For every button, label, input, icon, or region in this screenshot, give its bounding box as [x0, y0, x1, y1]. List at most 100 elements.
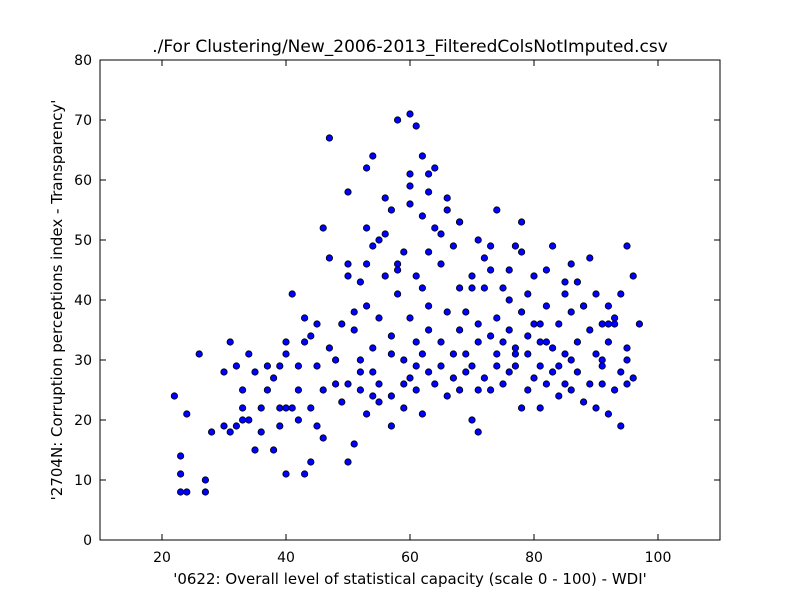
scatter-point: [356, 386, 364, 394]
scatter-point: [412, 386, 420, 394]
y-axis-ticks: 0 10 20 30 40 50 60 70 80: [74, 53, 720, 549]
scatter-point: [369, 392, 377, 400]
scatter-point: [424, 248, 433, 256]
scatter-point: [232, 422, 240, 430]
scatter-point: [387, 392, 395, 400]
scatter-point: [393, 116, 402, 124]
scatter-point: [493, 314, 501, 322]
scatter-point: [524, 386, 532, 394]
x-tick-label: 80: [525, 550, 543, 566]
scatter-point: [269, 374, 278, 382]
scatter-point: [542, 266, 551, 274]
scatter-point: [517, 308, 526, 316]
scatter-point: [505, 326, 513, 334]
scatter-point: [610, 320, 619, 328]
scatter-point: [610, 314, 619, 322]
plot-frame: [99, 59, 721, 541]
scatter-point: [468, 416, 476, 424]
scatter-point: [251, 368, 259, 376]
scatter-point: [455, 326, 464, 334]
scatter-point: [319, 434, 327, 442]
scatter-point: [555, 362, 563, 370]
scatter-point: [517, 218, 526, 226]
scatter-point: [524, 350, 532, 358]
scatter-point: [313, 362, 321, 370]
x-axis-ticks: 20 40 60 80 100: [153, 60, 671, 566]
scatter-point: [437, 230, 445, 238]
scatter-point: [610, 386, 619, 394]
y-tick-label: 70: [74, 113, 92, 129]
scatter-point: [393, 266, 402, 274]
scatter-point: [406, 200, 414, 208]
scatter-point: [468, 284, 476, 292]
scatter-point: [511, 362, 520, 370]
scatter-point: [263, 362, 271, 370]
scatter-point: [474, 236, 482, 244]
scatter-point: [604, 338, 613, 346]
scatter-point: [362, 302, 371, 310]
scatter-point: [313, 320, 321, 328]
scatter-point: [486, 386, 495, 394]
scatter-point: [356, 368, 364, 376]
scatter-point: [474, 386, 482, 394]
scatter-point: [338, 320, 346, 328]
scatter-point: [573, 368, 582, 376]
scatter-point: [623, 344, 631, 352]
scatter-point: [418, 350, 426, 358]
scatter-point: [226, 338, 234, 346]
scatter-point: [443, 308, 451, 316]
scatter-point: [604, 302, 613, 310]
scatter-point: [387, 350, 395, 358]
scatter-point: [300, 338, 309, 346]
scatter-point: [542, 380, 551, 388]
scatter-point: [424, 368, 433, 376]
scatter-point: [257, 428, 265, 436]
scatter-point: [183, 410, 191, 418]
scatter-point: [474, 428, 482, 436]
scatter-point: [623, 242, 631, 250]
scatter-point: [325, 134, 333, 142]
scatter-point: [362, 410, 371, 418]
scatter-point: [387, 422, 395, 430]
scatter-point: [393, 260, 402, 268]
scatter-point: [586, 254, 594, 262]
scatter-point: [406, 374, 414, 382]
scatter-point: [598, 356, 606, 364]
scatter-point: [177, 470, 185, 478]
scatter-point: [530, 374, 538, 382]
scatter-point: [617, 368, 625, 376]
scatter-point: [369, 242, 377, 250]
scatter-point: [412, 338, 420, 346]
scatter-point: [598, 380, 606, 388]
scatter-point: [387, 332, 395, 340]
scatter-point: [493, 350, 501, 358]
scatter-point: [369, 152, 377, 160]
scatter-point: [474, 338, 482, 346]
scatter-point: [288, 404, 296, 412]
scatter-point: [499, 380, 507, 388]
scatter-point: [493, 206, 501, 214]
scatter-point: [177, 452, 185, 460]
scatter-point: [344, 458, 352, 466]
scatter-point: [455, 218, 464, 226]
scatter-point: [183, 488, 191, 496]
scatter-point: [381, 194, 389, 202]
scatter-point: [276, 404, 284, 412]
scatter-point: [424, 188, 433, 196]
scatter-point: [486, 332, 495, 340]
scatter-point: [375, 314, 383, 322]
scatter-point: [412, 272, 420, 280]
scatter-point: [338, 398, 346, 406]
scatter-point: [573, 278, 582, 286]
y-tick-label: 30: [74, 353, 92, 369]
scatter-point: [561, 290, 569, 298]
scatter-point: [555, 392, 563, 400]
scatter-point: [455, 284, 464, 292]
scatter-point: [325, 254, 333, 262]
scatter-point: [586, 380, 594, 388]
scatter-point: [437, 338, 445, 346]
scatter-point: [245, 350, 253, 358]
scatter-point: [561, 380, 569, 388]
scatter-point: [313, 422, 321, 430]
scatter-point: [307, 332, 315, 340]
